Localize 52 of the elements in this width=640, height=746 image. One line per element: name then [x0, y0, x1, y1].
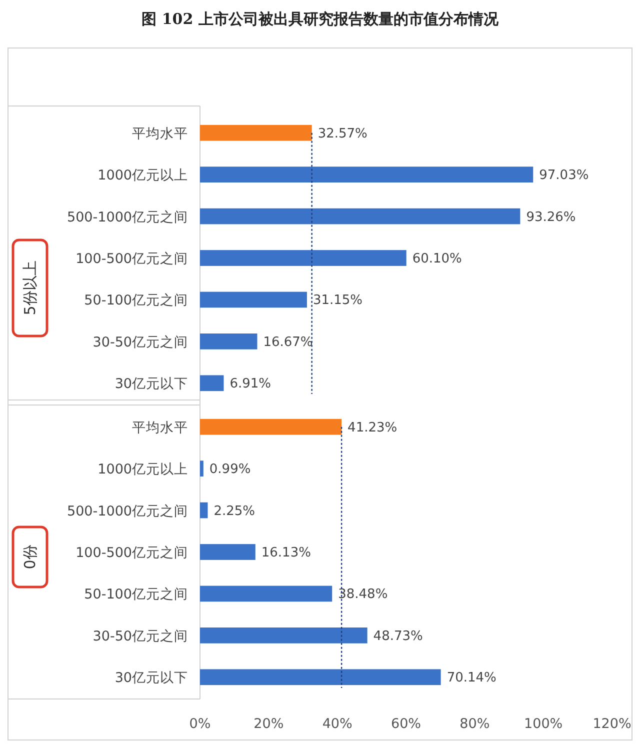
bar — [200, 375, 224, 392]
data-label: 6.91% — [230, 376, 272, 392]
data-label: 0.99% — [209, 462, 251, 478]
x-tick-label: 60% — [390, 716, 422, 732]
bar — [200, 628, 368, 644]
bar — [200, 418, 342, 435]
data-label: 16.67% — [263, 334, 313, 350]
y-tick-label: 30亿元以下 — [114, 670, 188, 686]
x-tick-label: 0% — [189, 716, 211, 732]
bar — [200, 208, 520, 224]
y-tick-label: 50-100亿元之间 — [84, 586, 188, 603]
bar — [200, 544, 256, 560]
data-label: 16.13% — [261, 546, 311, 560]
y-tick-label: 30-50亿元之间 — [92, 334, 188, 350]
data-label: 32.57% — [318, 126, 368, 142]
bar — [200, 334, 258, 350]
data-label: 97.03% — [539, 168, 589, 184]
data-label: 38.48% — [338, 587, 388, 602]
y-tick-label: 平均水平 — [132, 420, 188, 436]
y-tick-label: 1000亿元以上 — [98, 462, 188, 478]
bar — [200, 124, 312, 141]
bar — [200, 166, 534, 182]
y-tick-label: 100-500亿元之间 — [76, 251, 188, 267]
data-label: 2.25% — [214, 504, 256, 519]
data-label: 70.14% — [446, 670, 496, 686]
y-tick-label: 50-100亿元之间 — [84, 292, 188, 309]
x-tick-label: 120% — [592, 716, 632, 732]
y-axis-title: 5份以上 — [21, 260, 39, 316]
y-axis-title: 0份 — [21, 544, 39, 570]
data-label: 60.10% — [412, 252, 462, 266]
bar — [200, 669, 441, 686]
y-tick-label: 30亿元以下 — [114, 376, 188, 392]
data-label: 48.73% — [373, 628, 423, 644]
y-tick-label: 平均水平 — [132, 126, 188, 142]
chart-title: 图 102 上市公司被出具研究报告数量的市值分布情况 — [142, 10, 500, 28]
y-tick-label: 500-1000亿元之间 — [67, 503, 188, 520]
x-tick-label: 20% — [254, 716, 284, 732]
data-label: 93.26% — [526, 210, 576, 225]
bar — [200, 460, 204, 476]
bar — [200, 250, 406, 266]
bar — [200, 292, 307, 308]
x-tick-label: 100% — [524, 716, 563, 732]
x-tick-label: 40% — [322, 716, 353, 732]
bar — [200, 502, 208, 518]
x-tick-label: 80% — [460, 716, 490, 732]
y-tick-label: 30-50亿元之间 — [92, 628, 188, 644]
data-label: 31.15% — [312, 293, 363, 308]
data-label: 41.23% — [348, 420, 398, 436]
y-tick-label: 1000亿元以上 — [98, 168, 188, 184]
bar — [200, 586, 332, 602]
y-tick-label: 100-500亿元之间 — [76, 545, 188, 561]
y-tick-label: 500-1000亿元之间 — [67, 209, 188, 226]
